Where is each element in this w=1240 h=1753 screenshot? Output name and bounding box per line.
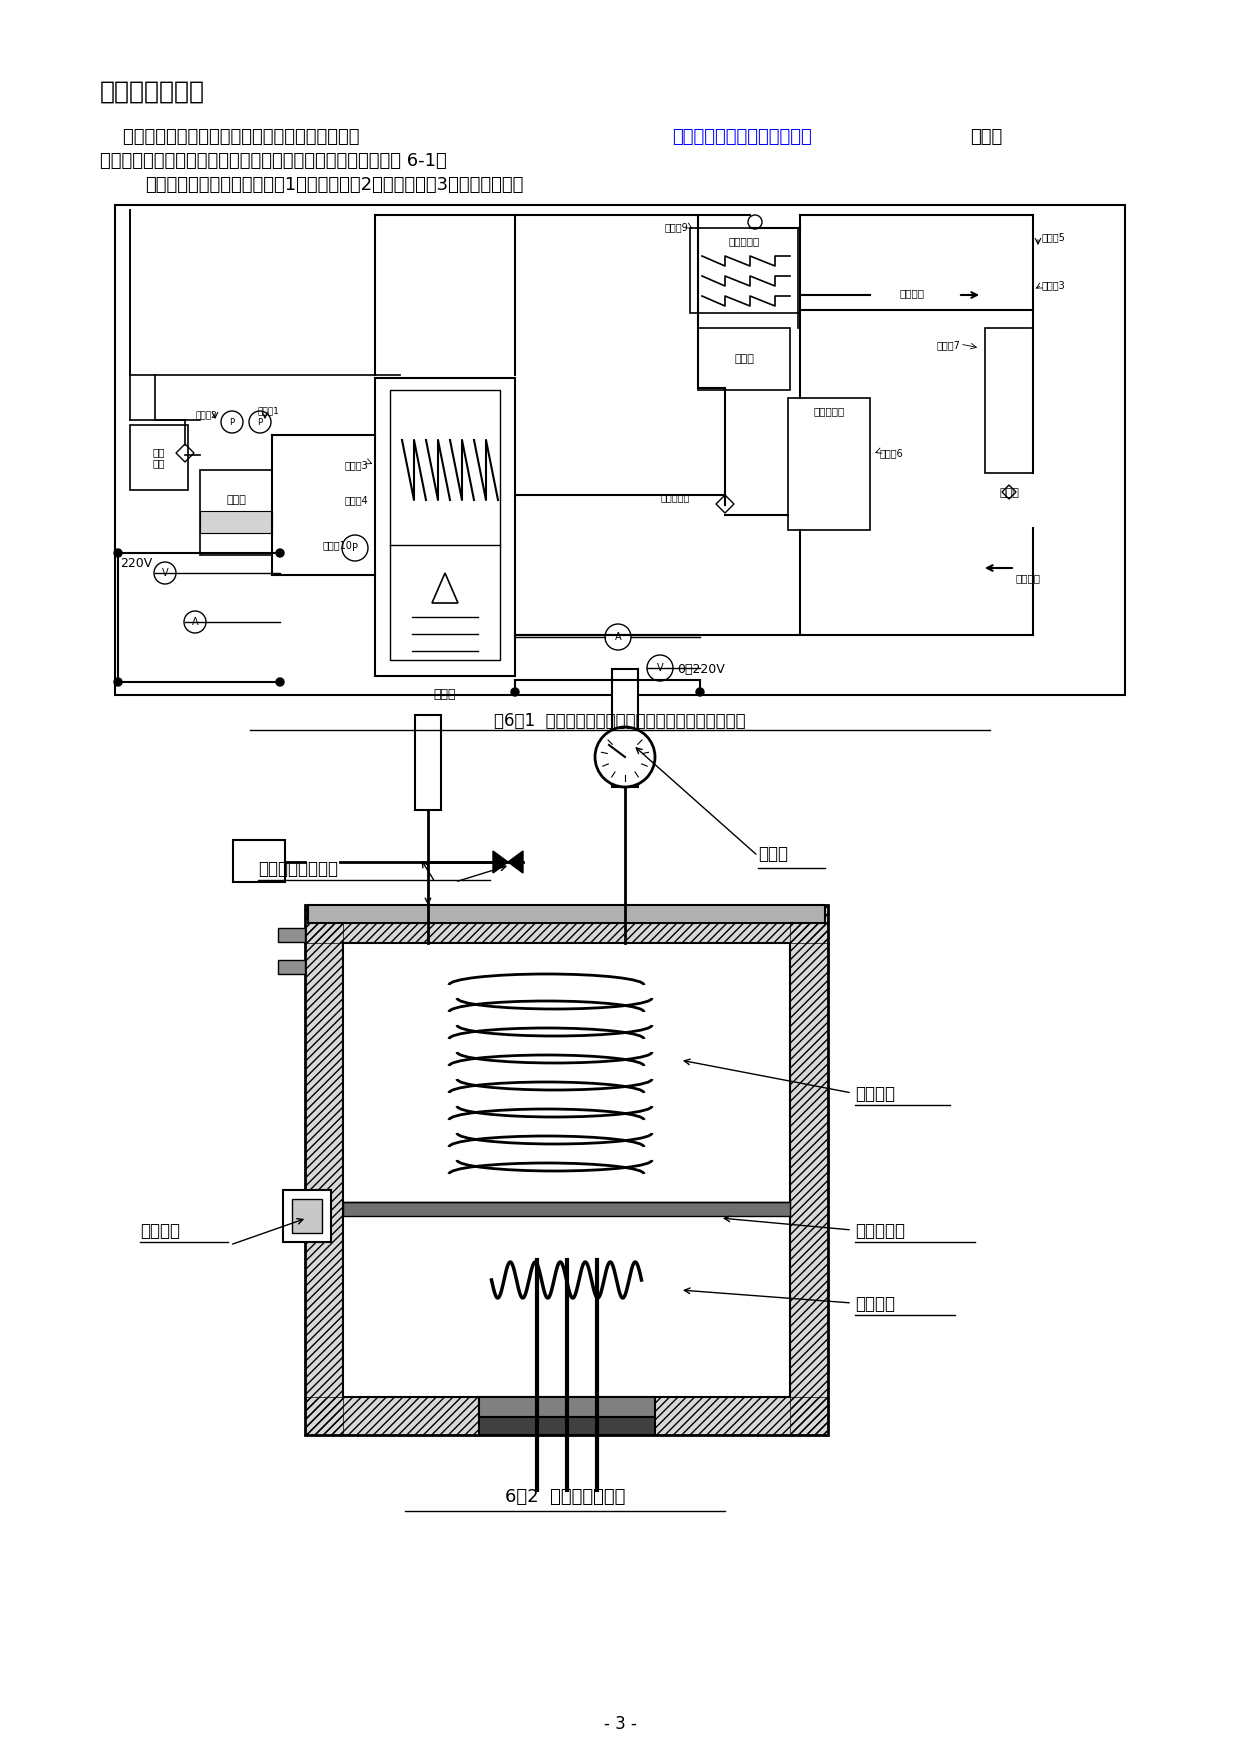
Text: A: A bbox=[615, 633, 621, 642]
Text: 手动调节阀: 手动调节阀 bbox=[661, 493, 689, 501]
Bar bbox=[479, 1397, 655, 1416]
Text: V: V bbox=[657, 663, 663, 673]
Text: 确的方法之一。具有第二制冷剂的电量热器法实验台的原理见图 6-1。: 确的方法之一。具有第二制冷剂的电量热器法实验台的原理见图 6-1。 bbox=[100, 153, 446, 170]
Text: 热电偶2: 热电偶2 bbox=[195, 410, 217, 419]
Text: 冷却水出: 冷却水出 bbox=[900, 287, 925, 298]
Bar bbox=[233, 840, 285, 882]
Circle shape bbox=[114, 678, 122, 685]
Polygon shape bbox=[508, 850, 523, 873]
Text: 量热器: 量热器 bbox=[434, 687, 456, 701]
Circle shape bbox=[277, 549, 284, 557]
Bar bbox=[391, 389, 500, 659]
Text: 热电偶3: 热电偶3 bbox=[345, 459, 368, 470]
Circle shape bbox=[184, 612, 206, 633]
Text: 热电偶3: 热电偶3 bbox=[1042, 280, 1065, 289]
Bar bbox=[130, 424, 188, 491]
Text: 6－2  电量热器原理图: 6－2 电量热器原理图 bbox=[505, 1488, 625, 1506]
Text: 热电偶7: 热电偶7 bbox=[936, 340, 960, 351]
Circle shape bbox=[647, 656, 673, 680]
Bar bbox=[613, 670, 639, 787]
Bar bbox=[200, 470, 272, 556]
Bar bbox=[374, 379, 515, 677]
Text: 图6－1  具有第二制冷剂的电量热器法实验台的原理图: 图6－1 具有第二制冷剂的电量热器法实验台的原理图 bbox=[495, 712, 745, 729]
Circle shape bbox=[696, 687, 704, 696]
Text: 具有第二制冷剂的电量热器法: 具有第二制冷剂的电量热器法 bbox=[672, 128, 812, 145]
Circle shape bbox=[249, 410, 272, 433]
Text: 冷却水来: 冷却水来 bbox=[1016, 573, 1040, 584]
Text: 外封热液器: 外封热液器 bbox=[728, 237, 760, 245]
Text: 流量计: 流量计 bbox=[999, 487, 1019, 498]
Bar bbox=[479, 1416, 655, 1436]
Polygon shape bbox=[494, 850, 508, 873]
Text: 热电偶10: 热电偶10 bbox=[322, 540, 352, 550]
Circle shape bbox=[595, 727, 655, 787]
Bar bbox=[283, 1190, 331, 1241]
Text: P: P bbox=[352, 543, 358, 552]
Text: 热电偶1: 热电偶1 bbox=[258, 407, 280, 415]
Text: 电加热器: 电加热器 bbox=[856, 1295, 895, 1313]
Text: A: A bbox=[192, 617, 198, 628]
Text: V: V bbox=[161, 568, 169, 578]
Text: 三、试验台简介: 三、试验台简介 bbox=[100, 81, 205, 103]
Text: 是最精: 是最精 bbox=[970, 128, 1002, 145]
Bar bbox=[305, 905, 828, 1436]
Bar bbox=[790, 905, 828, 1436]
Bar bbox=[343, 1203, 790, 1217]
Circle shape bbox=[342, 535, 368, 561]
Bar bbox=[305, 1397, 828, 1436]
Bar bbox=[415, 715, 441, 810]
Text: 压缩机: 压缩机 bbox=[226, 494, 246, 505]
Bar bbox=[985, 328, 1033, 473]
Bar bbox=[305, 905, 828, 943]
Bar bbox=[278, 927, 305, 941]
Circle shape bbox=[114, 549, 122, 557]
Text: 干燥过滤器: 干燥过滤器 bbox=[813, 407, 844, 415]
Text: 0－220V: 0－220V bbox=[677, 663, 724, 675]
Bar bbox=[698, 328, 790, 389]
Bar bbox=[787, 398, 870, 529]
Text: 热电偶5: 热电偶5 bbox=[1042, 231, 1066, 242]
Bar bbox=[305, 905, 343, 1436]
Text: P: P bbox=[258, 417, 263, 426]
Circle shape bbox=[748, 216, 763, 230]
Text: 压力表: 压力表 bbox=[758, 845, 787, 862]
Text: 温度计及测温套管: 温度计及测温套管 bbox=[258, 861, 339, 878]
Text: P: P bbox=[229, 417, 234, 426]
Bar bbox=[343, 943, 790, 1397]
Text: 220V: 220V bbox=[120, 557, 153, 570]
Text: 整个实验装置由三部分组成：1、电量热器；2、制冷系统；3、水冷却系统。: 整个实验装置由三部分组成：1、电量热器；2、制冷系统；3、水冷却系统。 bbox=[145, 175, 523, 195]
Text: 热电偶4: 热电偶4 bbox=[345, 494, 368, 505]
Bar bbox=[308, 905, 825, 924]
Text: 制冷压缩机的制冷量的测试有几种方法，其中采用: 制冷压缩机的制冷量的测试有几种方法，其中采用 bbox=[100, 128, 360, 145]
Text: 贮热器: 贮热器 bbox=[734, 354, 754, 365]
Circle shape bbox=[277, 678, 284, 685]
Text: 第二制冷剂: 第二制冷剂 bbox=[856, 1222, 905, 1239]
Bar bbox=[291, 1199, 322, 1232]
Bar bbox=[689, 228, 799, 314]
Circle shape bbox=[154, 563, 176, 584]
Text: - 3 -: - 3 - bbox=[604, 1714, 636, 1734]
Bar bbox=[200, 512, 272, 533]
Text: 热电偶9: 热电偶9 bbox=[665, 223, 688, 231]
Bar bbox=[278, 961, 305, 975]
Circle shape bbox=[511, 687, 520, 696]
Text: 蒸发盘管: 蒸发盘管 bbox=[856, 1085, 895, 1103]
Bar bbox=[115, 205, 1125, 694]
Circle shape bbox=[605, 624, 631, 650]
Text: 观察玻璃: 观察玻璃 bbox=[140, 1222, 180, 1239]
Text: 热电偶6: 热电偶6 bbox=[880, 449, 904, 458]
Text: 油分
离器: 油分 离器 bbox=[153, 447, 165, 468]
Circle shape bbox=[221, 410, 243, 433]
